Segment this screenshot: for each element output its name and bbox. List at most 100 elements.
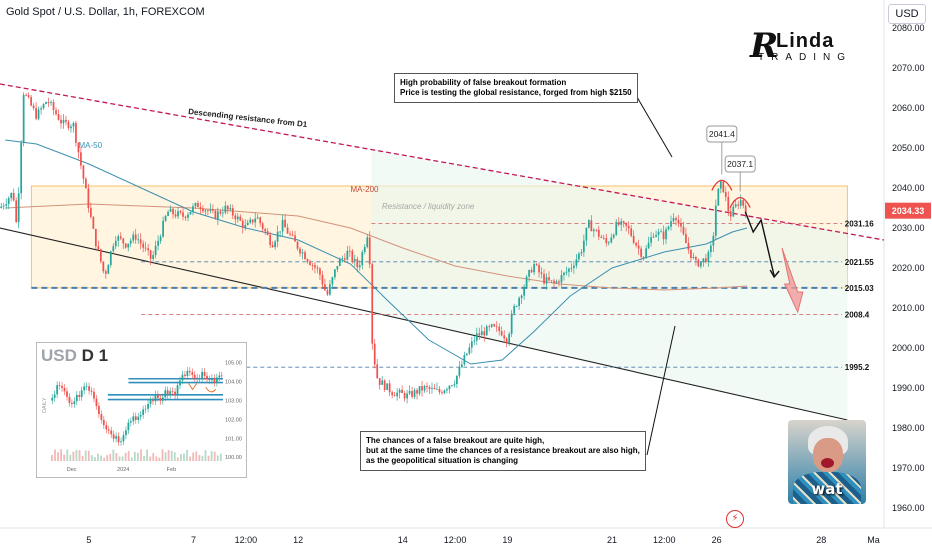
- inset-volume-bar: [180, 454, 182, 461]
- inset-volume-bar: [195, 451, 198, 461]
- candle-body: [0, 206, 3, 208]
- inset-volume-bar: [137, 452, 139, 461]
- candle-body: [102, 261, 105, 272]
- price-tick-label: 1980.00: [892, 423, 925, 433]
- candle-body: [672, 218, 675, 222]
- price-tick-label: 2070.00: [892, 63, 925, 73]
- inset-candle-body: [213, 377, 216, 383]
- inset-volume-bar: [152, 453, 155, 461]
- candle-body: [94, 228, 97, 247]
- level-label: 2031.16: [845, 219, 874, 228]
- inset-candle-body: [105, 425, 108, 430]
- currency-button[interactable]: USD: [888, 4, 926, 24]
- candle-body: [144, 247, 147, 249]
- candle-body: [10, 192, 13, 199]
- inset-candle-body: [93, 391, 95, 399]
- candle-body: [712, 235, 715, 246]
- candle-body: [560, 275, 563, 283]
- inset-candle-body: [129, 421, 132, 423]
- candle-body: [139, 239, 142, 244]
- candle-body: [192, 206, 194, 212]
- inset-candle-body: [90, 390, 93, 392]
- inset-candle-body: [100, 414, 103, 420]
- candle-body: [458, 367, 461, 376]
- candle-body: [167, 211, 169, 216]
- candle-body: [266, 231, 269, 235]
- inset-candle-body: [206, 375, 208, 380]
- candle-body: [635, 242, 638, 246]
- inset-symbol: USD: [41, 346, 77, 365]
- candle-body: [493, 324, 496, 327]
- lightning-icon[interactable]: ⚡: [726, 510, 744, 528]
- candle-body: [396, 392, 399, 397]
- candle-body: [107, 265, 110, 274]
- inset-candle-body: [161, 397, 164, 401]
- inset-volume-bar: [118, 456, 121, 461]
- candle-body: [289, 233, 291, 235]
- candle-body: [391, 392, 394, 396]
- inset-volume-bar: [51, 455, 53, 461]
- inset-candle-body: [68, 396, 71, 403]
- inset-candle-body: [169, 391, 172, 395]
- candle-body: [563, 272, 565, 276]
- candle-body: [448, 385, 451, 390]
- candle-body: [423, 385, 426, 391]
- candle-body: [67, 121, 70, 129]
- candle-body: [595, 229, 598, 231]
- inset-candle-body: [166, 390, 169, 395]
- top-annotation-line: Price is testing the global resistance, …: [400, 88, 632, 97]
- candle-body: [122, 238, 125, 244]
- candle-body: [600, 236, 603, 238]
- inset-candle-body: [201, 371, 204, 379]
- candle-body: [162, 220, 164, 237]
- price-tick-label: 2050.00: [892, 143, 925, 153]
- candle-body: [660, 231, 662, 233]
- candle-body: [732, 206, 735, 217]
- candle-body: [520, 295, 523, 298]
- inset-volume-bar: [97, 453, 99, 461]
- candle-body: [341, 258, 344, 260]
- candle-body: [99, 249, 102, 262]
- candle-body: [386, 383, 389, 390]
- candle-body: [406, 393, 408, 399]
- bearish-arrow: [781, 247, 804, 314]
- candle-body: [77, 142, 80, 153]
- inset-candle-body: [102, 419, 105, 426]
- candle-body: [480, 331, 483, 336]
- candle-body: [80, 152, 82, 166]
- price-tag: [885, 202, 931, 219]
- inset-volume-bar: [167, 450, 170, 461]
- inset-candle-body: [174, 391, 176, 396]
- candle-body: [276, 231, 279, 242]
- peak-arc: [729, 196, 751, 208]
- candle-body: [538, 264, 540, 273]
- candle-body: [306, 259, 309, 262]
- inset-volume-bar: [189, 456, 192, 461]
- candle-body: [378, 378, 381, 385]
- candle-body: [550, 280, 553, 282]
- inset-candle-body: [120, 441, 122, 443]
- candle-body: [356, 259, 359, 268]
- inset-volume-bar: [155, 456, 158, 461]
- inset-volume-bar: [127, 451, 130, 461]
- bottom-annotation-line: as the geopolitical situation is changin…: [366, 456, 519, 465]
- inset-volume-bar: [78, 450, 81, 461]
- inset-volume-bar: [130, 457, 133, 461]
- candle-body: [363, 246, 366, 253]
- candle-body: [331, 277, 334, 285]
- time-tick-label: 12: [293, 535, 303, 545]
- candle-body: [578, 253, 580, 260]
- inset-candle-body: [134, 416, 137, 420]
- candle-body: [5, 204, 8, 206]
- ma200-line: [5, 203, 748, 291]
- candle-body: [309, 261, 311, 265]
- candle-body: [393, 395, 396, 397]
- inset-volume-bar: [158, 457, 161, 461]
- inset-candle-body: [164, 390, 167, 398]
- inset-price-label: 105.00: [225, 361, 242, 367]
- inset-volume-bar: [210, 451, 213, 461]
- inset-price-label: 100.00: [225, 455, 242, 461]
- inset-volume-bar: [81, 455, 84, 461]
- candle-body: [426, 385, 428, 388]
